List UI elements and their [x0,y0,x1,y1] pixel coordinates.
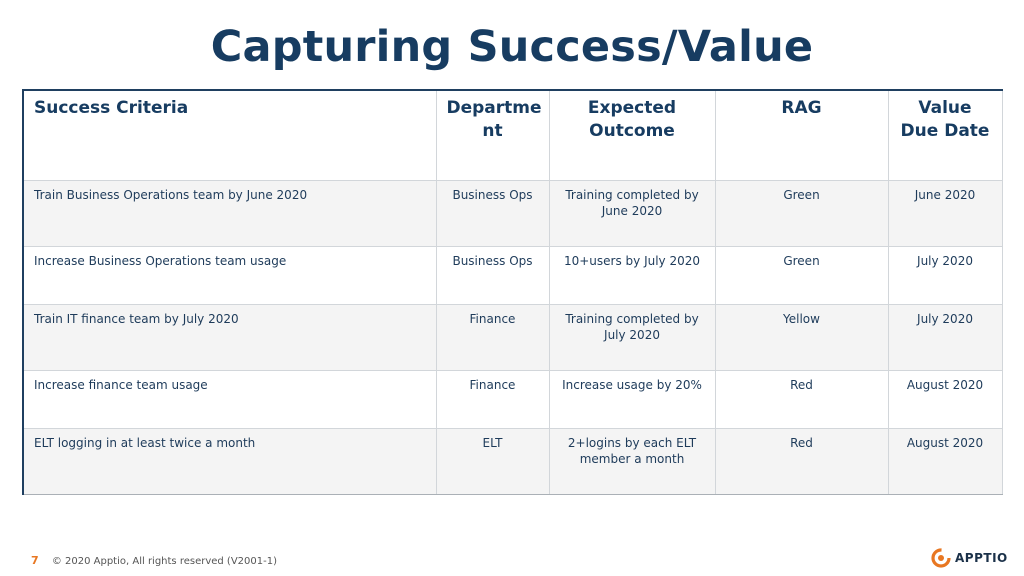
cell-department: ELT [436,428,550,495]
apptio-logo-icon [931,548,951,568]
cell-department: Finance [436,370,550,429]
cell-department: Business Ops [436,180,550,247]
table-row: Increase finance team usage Finance Incr… [23,370,1003,429]
cell-expected-outcome: Increase usage by 20% [549,370,716,429]
success-criteria-table: Success Criteria Departme nt Expected Ou… [22,89,1003,495]
cell-criteria: Train IT finance team by July 2020 [23,304,437,371]
header-success-criteria: Success Criteria [23,90,437,181]
table-row: Train IT finance team by July 2020 Finan… [23,304,1003,371]
cell-rag: Yellow [715,304,889,371]
cell-expected-outcome: 2+logins by each ELT member a month [549,428,716,495]
cell-criteria: Increase Business Operations team usage [23,246,437,305]
cell-department: Business Ops [436,246,550,305]
cell-due-date: August 2020 [888,428,1003,495]
cell-department: Finance [436,304,550,371]
table-row: Train Business Operations team by June 2… [23,180,1003,247]
cell-rag: Red [715,370,889,429]
table-header-row: Success Criteria Departme nt Expected Ou… [23,90,1003,181]
table-row: ELT logging in at least twice a month EL… [23,428,1003,495]
slide-footer: 7 © 2020 Apptio, All rights reserved (V2… [31,554,277,567]
header-rag: RAG [715,90,889,181]
cell-criteria: ELT logging in at least twice a month [23,428,437,495]
cell-criteria: Increase finance team usage [23,370,437,429]
cell-due-date: August 2020 [888,370,1003,429]
page-number: 7 [31,554,39,567]
cell-expected-outcome: Training completed by July 2020 [549,304,716,371]
slide-title: Capturing Success/Value [210,22,814,72]
cell-due-date: July 2020 [888,246,1003,305]
cell-due-date: July 2020 [888,304,1003,371]
header-expected-outcome: Expected Outcome [549,90,716,181]
apptio-logo: APPTIO [930,547,1008,569]
cell-expected-outcome: Training completed by June 2020 [549,180,716,247]
header-value-due-date: Value Due Date [888,90,1003,181]
cell-expected-outcome: 10+users by July 2020 [549,246,716,305]
cell-rag: Green [715,180,889,247]
cell-criteria: Train Business Operations team by June 2… [23,180,437,247]
header-department: Departme nt [436,90,550,181]
logo-wordmark: APPTIO [955,551,1008,565]
table-row: Increase Business Operations team usage … [23,246,1003,305]
cell-due-date: June 2020 [888,180,1003,247]
cell-rag: Green [715,246,889,305]
cell-rag: Red [715,428,889,495]
copyright-text: © 2020 Apptio, All rights reserved (V200… [51,556,277,567]
